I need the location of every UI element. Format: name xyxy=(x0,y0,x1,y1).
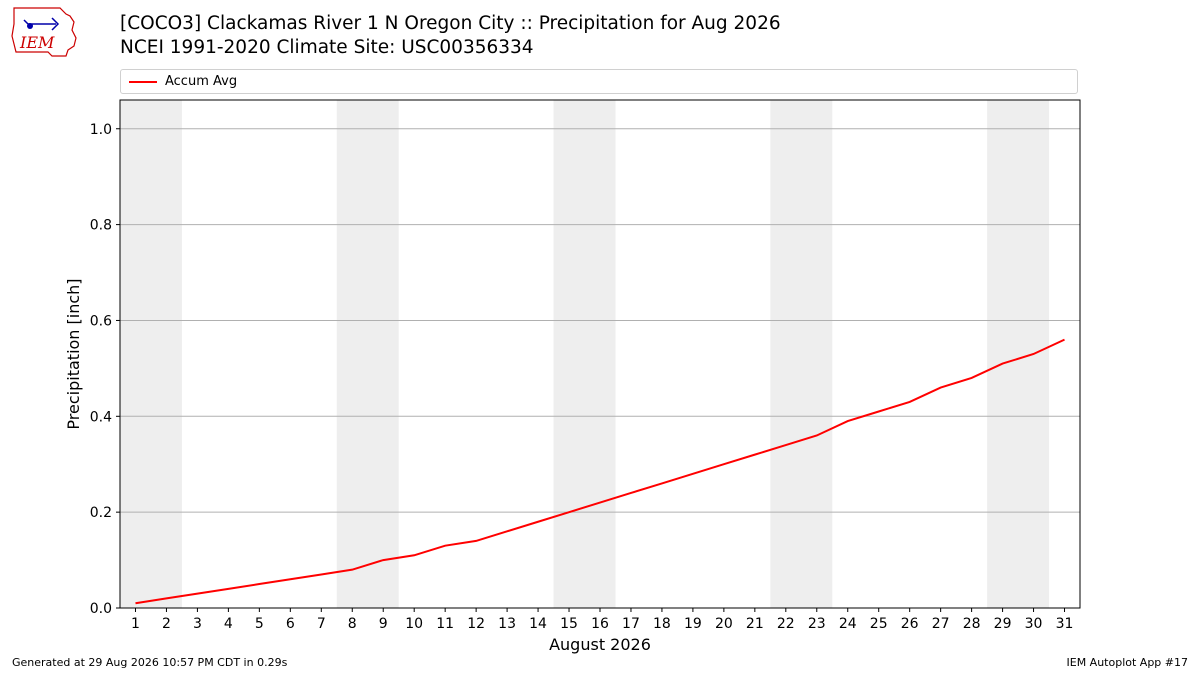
x-tick-label-30: 30 xyxy=(1025,616,1043,632)
x-tick-label-5: 5 xyxy=(255,616,264,632)
x-tick-label-16: 16 xyxy=(591,616,609,632)
x-axis-label: August 2026 xyxy=(549,635,651,654)
x-tick-label-9: 9 xyxy=(379,616,388,632)
x-tick-label-17: 17 xyxy=(622,616,640,632)
autoplot-app-label: IEM Autoplot App #17 xyxy=(1066,656,1189,669)
weekend-band-1 xyxy=(120,100,182,608)
y-tick-label-5: 1.0 xyxy=(90,122,112,138)
x-tick-label-3: 3 xyxy=(193,616,202,632)
x-tick-label-18: 18 xyxy=(653,616,671,632)
x-tick-label-19: 19 xyxy=(684,616,702,632)
x-tick-label-22: 22 xyxy=(777,616,795,632)
x-tick-label-13: 13 xyxy=(498,616,516,632)
x-tick-label-1: 1 xyxy=(131,616,140,632)
x-tick-label-4: 4 xyxy=(224,616,233,632)
x-tick-label-12: 12 xyxy=(467,616,485,632)
x-tick-label-2: 2 xyxy=(162,616,171,632)
y-tick-label-1: 0.2 xyxy=(90,505,112,521)
title-line-2: NCEI 1991-2020 Climate Site: USC00356334 xyxy=(120,37,534,58)
x-tick-label-24: 24 xyxy=(839,616,857,632)
generated-timestamp: Generated at 29 Aug 2026 10:57 PM CDT in… xyxy=(12,656,288,669)
weekend-band-2 xyxy=(336,100,399,608)
x-tick-label-15: 15 xyxy=(560,616,578,632)
x-tick-label-14: 14 xyxy=(529,616,547,632)
x-tick-label-8: 8 xyxy=(348,616,357,632)
y-tick-label-3: 0.6 xyxy=(90,313,112,329)
y-tick-label-2: 0.4 xyxy=(90,409,112,425)
y-tick-label-4: 0.8 xyxy=(90,218,112,234)
x-tick-label-29: 29 xyxy=(994,616,1012,632)
chart-legend: Accum Avg xyxy=(120,69,1078,94)
title-line-1: [COCO3] Clackamas River 1 N Oregon City … xyxy=(120,13,781,34)
x-tick-label-26: 26 xyxy=(901,616,919,632)
legend-label-accum-avg: Accum Avg xyxy=(165,74,238,89)
weekend-band-3 xyxy=(553,100,616,608)
x-tick-label-27: 27 xyxy=(932,616,950,632)
x-tick-label-20: 20 xyxy=(715,616,733,632)
weekend-band-4 xyxy=(770,100,833,608)
x-tick-label-11: 11 xyxy=(436,616,454,632)
weekend-band-5 xyxy=(987,100,1050,608)
x-tick-label-7: 7 xyxy=(317,616,326,632)
x-tick-label-23: 23 xyxy=(808,616,826,632)
svg-text:IEM: IEM xyxy=(19,33,55,52)
x-tick-label-6: 6 xyxy=(286,616,295,632)
x-tick-label-25: 25 xyxy=(870,616,888,632)
x-tick-label-31: 31 xyxy=(1056,616,1074,632)
y-tick-label-0: 0.0 xyxy=(90,601,112,617)
iem-logo: IEM xyxy=(11,7,77,57)
legend-swatch-accum-avg xyxy=(129,81,157,83)
x-tick-label-21: 21 xyxy=(746,616,764,632)
x-tick-label-28: 28 xyxy=(963,616,981,632)
chart-title: [COCO3] Clackamas River 1 N Oregon City … xyxy=(120,12,781,60)
x-tick-label-10: 10 xyxy=(405,616,423,632)
y-axis-label: Precipitation [inch] xyxy=(64,278,83,429)
